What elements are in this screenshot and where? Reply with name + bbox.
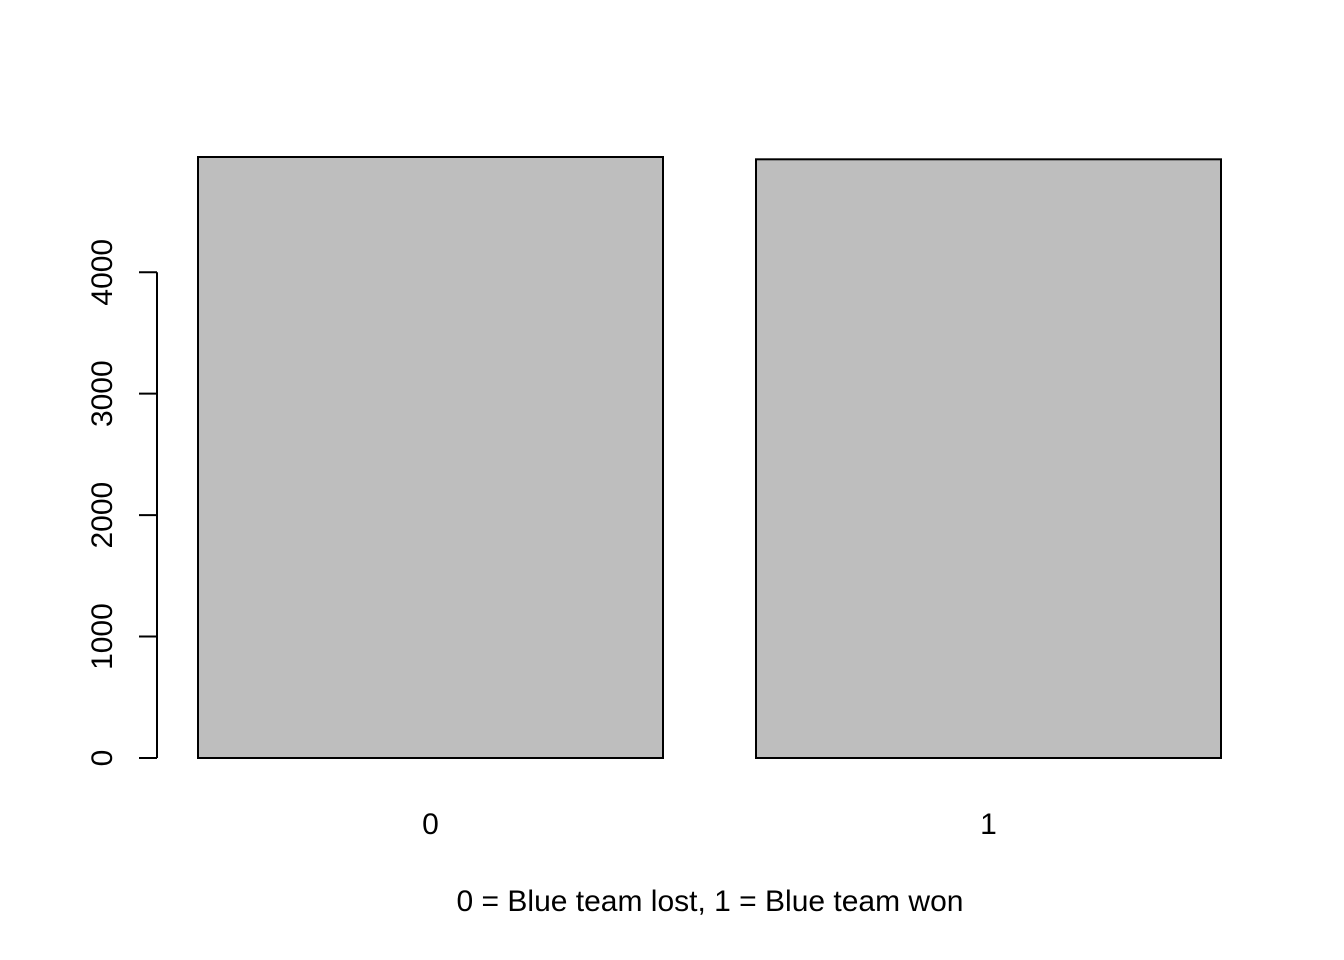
y-tick-label-1000: 1000 xyxy=(86,603,119,670)
y-tick-label-2000: 2000 xyxy=(86,482,119,549)
bar-0 xyxy=(197,156,664,759)
y-axis: 0 1000 2000 3000 4000 xyxy=(86,239,158,767)
y-tick-label-0: 0 xyxy=(86,750,119,767)
x-tick-label-1: 1 xyxy=(980,808,997,841)
y-tick-label-3000: 3000 xyxy=(86,360,119,427)
x-tick-label-0: 0 xyxy=(422,808,439,841)
y-tick-label-4000: 4000 xyxy=(86,239,119,306)
bars-group xyxy=(197,156,1222,760)
x-axis-title: 0 = Blue team lost, 1 = Blue team won xyxy=(457,885,964,918)
bar-1 xyxy=(755,158,1222,760)
